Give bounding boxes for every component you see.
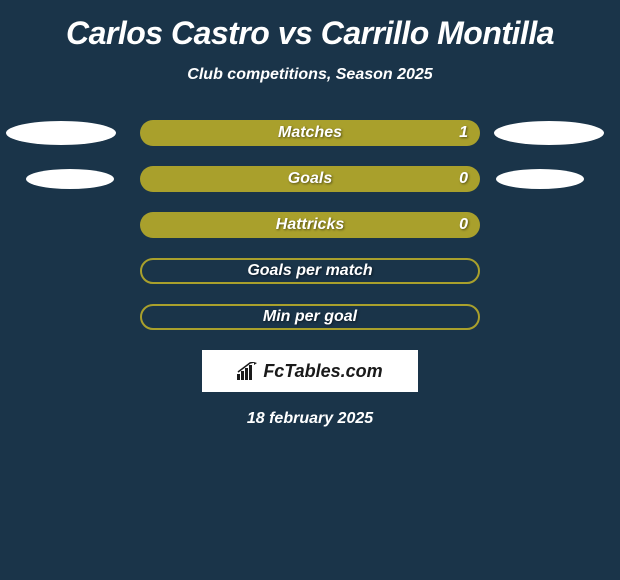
stat-value: 0: [459, 170, 468, 188]
stat-label: Hattricks: [276, 216, 344, 234]
stat-row-goals-per-match: Goals per match: [0, 258, 620, 284]
stat-row-matches: Matches 1: [0, 120, 620, 146]
logo-badge: FcTables.com: [202, 350, 418, 392]
stat-label: Matches: [278, 124, 342, 142]
stat-label: Min per goal: [263, 308, 357, 326]
stat-label: Goals per match: [247, 262, 372, 280]
logo-text: FcTables.com: [263, 361, 382, 382]
stats-bars: Matches 1 Goals 0 Hattricks 0 Goals per …: [0, 120, 620, 330]
page-subtitle: Club competitions, Season 2025: [187, 66, 432, 84]
stat-value: 1: [459, 124, 468, 142]
stat-label: Goals: [288, 170, 332, 188]
date-label: 18 february 2025: [247, 410, 373, 428]
right-ellipse: [496, 169, 584, 189]
stat-bar: Goals 0: [140, 166, 480, 192]
stat-bar: Min per goal: [140, 304, 480, 330]
stat-value: 0: [459, 216, 468, 234]
comparison-infographic: Carlos Castro vs Carrillo Montilla Club …: [0, 0, 620, 438]
left-ellipse: [26, 169, 114, 189]
stat-row-hattricks: Hattricks 0: [0, 212, 620, 238]
stat-bar: Matches 1: [140, 120, 480, 146]
stat-row-goals: Goals 0: [0, 166, 620, 192]
chart-icon: [237, 362, 259, 380]
left-ellipse: [6, 121, 116, 145]
stat-bar: Hattricks 0: [140, 212, 480, 238]
page-title: Carlos Castro vs Carrillo Montilla: [66, 15, 554, 52]
right-ellipse: [494, 121, 604, 145]
stat-bar: Goals per match: [140, 258, 480, 284]
stat-row-min-per-goal: Min per goal: [0, 304, 620, 330]
